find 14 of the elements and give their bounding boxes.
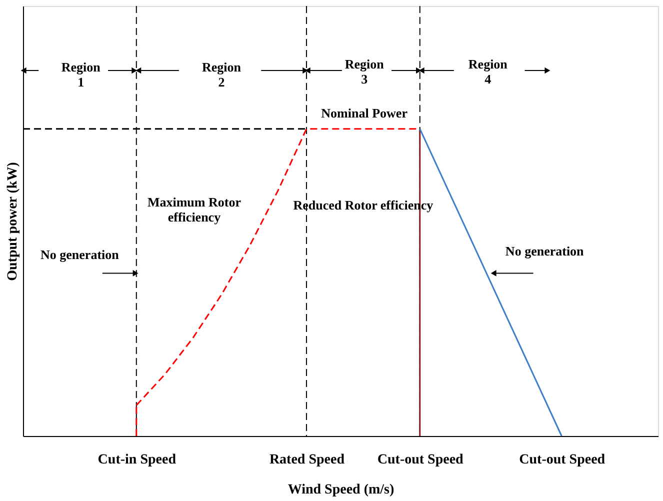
annotation: No generation bbox=[505, 244, 585, 259]
x-tick-label: Cut-out Speed bbox=[377, 452, 464, 468]
text: Region 4 bbox=[468, 56, 508, 86]
text: Nominal Power bbox=[321, 106, 408, 120]
x-tick-label: Cut-out Speed bbox=[519, 452, 606, 468]
x-tick-label: Cut-in Speed bbox=[98, 452, 176, 468]
x-tick-label: Rated Speed bbox=[269, 452, 345, 468]
text: Region 2 bbox=[202, 59, 242, 90]
annotation: No generation bbox=[40, 246, 120, 262]
x-axis-title: Wind Speed (m/s) bbox=[288, 482, 394, 498]
y-axis-title: Output power (kW) bbox=[6, 162, 20, 281]
text: Region 3 bbox=[344, 56, 385, 86]
text: Region 1 bbox=[61, 59, 102, 90]
annotation: Maximum Rotor efficiency bbox=[147, 194, 242, 225]
